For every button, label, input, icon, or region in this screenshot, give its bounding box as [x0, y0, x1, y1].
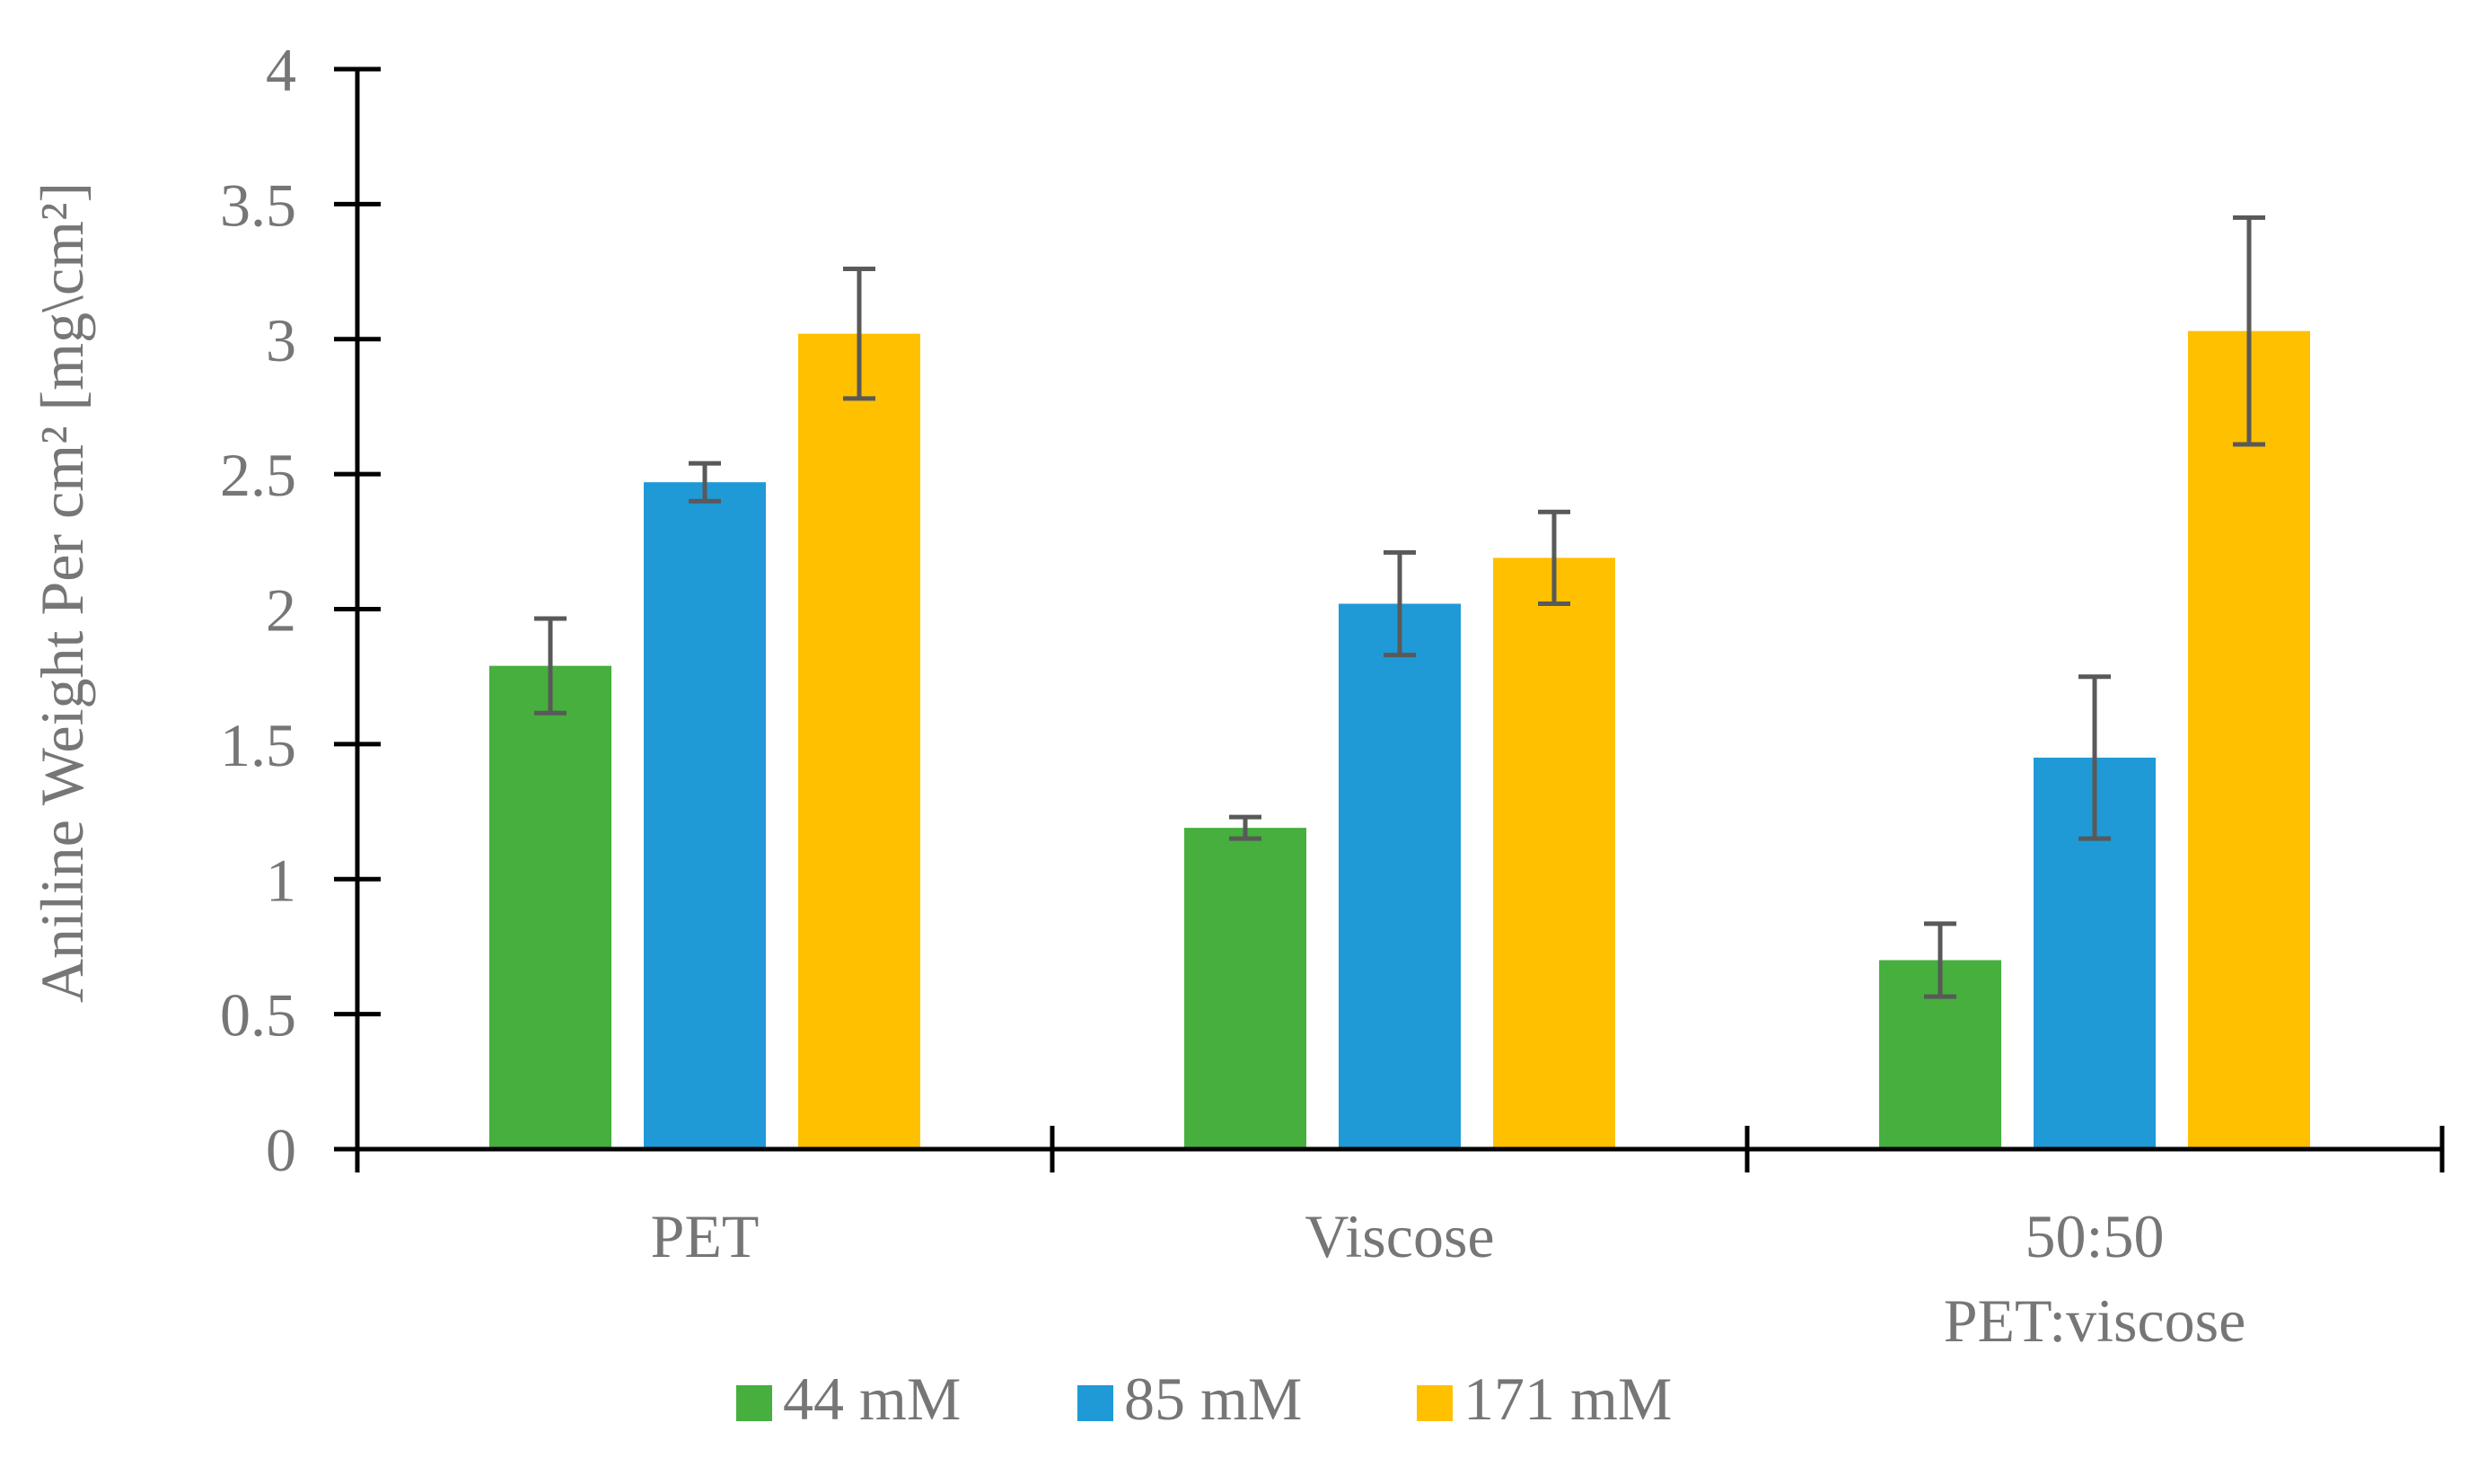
y-tick-label: 4 — [266, 36, 296, 104]
error-bars-layer — [534, 215, 2265, 999]
y-tick-labels: 0 0.5 1 1.5 2 2.5 3 3.5 4 — [220, 36, 296, 1184]
legend-swatch — [1417, 1385, 1453, 1421]
y-tick-label: 2.5 — [220, 441, 296, 509]
bar-1-1 — [489, 665, 611, 1149]
legend-swatch — [736, 1385, 772, 1421]
bars-layer — [489, 330, 2310, 1149]
y-tick-label: 0 — [266, 1116, 296, 1184]
legend-item-3: 171 mM — [1417, 1365, 1672, 1433]
legend-item-2: 85 mM — [1077, 1365, 1302, 1433]
y-tick-label: 1 — [266, 846, 296, 914]
y-tick-label: 1.5 — [220, 711, 296, 779]
y-axis-title: Aniline Weight Per cm² [mg\cm²] — [28, 182, 96, 1003]
bar-2-1 — [644, 482, 766, 1149]
axes-layer — [334, 66, 2445, 1172]
x-category-label: PET:viscose — [1944, 1286, 2246, 1355]
x-category-label: Viscose — [1305, 1202, 1494, 1270]
category-labels: PET Viscose 50:50 PET:viscose — [651, 1202, 2246, 1355]
error-bar-1-1 — [534, 616, 567, 716]
y-tick-label: 2 — [266, 576, 296, 645]
error-bar-3-2 — [1538, 509, 1570, 606]
bar-3-1 — [798, 333, 920, 1149]
error-bar-1-3 — [1924, 921, 1956, 999]
error-bar-3-3 — [2233, 215, 2265, 447]
legend-label: 44 mM — [783, 1365, 961, 1433]
error-bar-1-2 — [1229, 814, 1261, 841]
y-tick-label: 0.5 — [220, 981, 296, 1049]
legend: 44 mM 85 mM 171 mM — [736, 1365, 1672, 1433]
x-category-label: 50:50 — [2025, 1202, 2165, 1270]
legend-label: 85 mM — [1124, 1365, 1302, 1433]
bar-2-2 — [1339, 603, 1461, 1149]
y-tick-label: 3.5 — [220, 171, 296, 239]
bar-3-3 — [2188, 330, 2310, 1149]
error-bar-2-1 — [689, 461, 721, 504]
legend-item-1: 44 mM — [736, 1365, 961, 1433]
error-bar-3-1 — [843, 267, 875, 401]
error-bar-2-3 — [2078, 674, 2111, 841]
legend-swatch — [1077, 1385, 1113, 1421]
x-category-label: PET — [651, 1202, 760, 1270]
y-tick-label: 3 — [266, 306, 296, 374]
bar-1-2 — [1184, 828, 1306, 1149]
error-bar-2-2 — [1384, 549, 1416, 658]
legend-label: 171 mM — [1463, 1365, 1672, 1433]
bar-3-2 — [1493, 558, 1615, 1149]
